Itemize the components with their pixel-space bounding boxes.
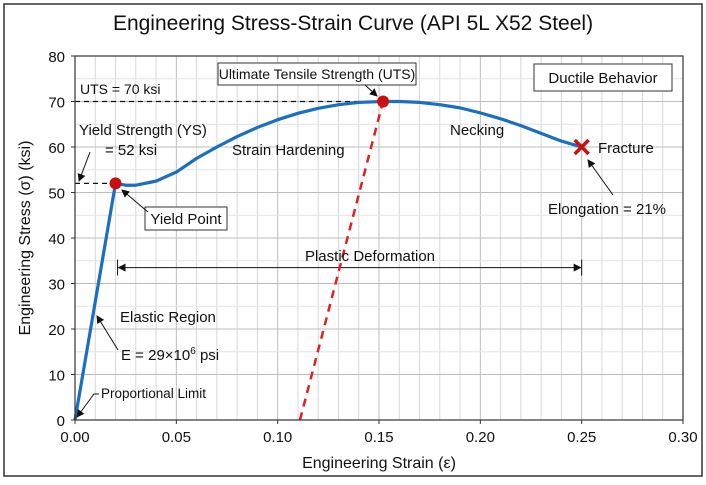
uts-label: Ultimate Tensile Strength (UTS) [219,66,416,82]
y-tick-label: 10 [48,368,65,385]
y-tick-label: 40 [48,231,65,248]
ys-label-2: = 52 ksi [105,142,157,159]
yield-point-label: Yield Point [150,211,222,228]
elongation-arrow [587,159,614,196]
ductile-label: Ductile Behavior [548,70,657,87]
ductile-box [533,63,673,92]
y-tick-label: 60 [48,140,65,157]
annotations: UTS = 70 ksi Ultimate Tensile Strength (… [76,62,673,418]
markers [109,95,590,190]
ticks: 0.00 0.05 0.10 0.15 0.20 0.25 0.30 0 10 20 30 40 50 6… [48,49,697,446]
necking-label: Necking [450,122,504,139]
chart-title: Engineering Stress-Strain Curve (API 5L … [113,12,593,35]
fracture-label: Fracture [598,140,654,157]
y-tick-label: 70 [48,95,65,112]
plot-frame [74,55,684,421]
y-tick-label: 50 [48,186,65,203]
x-tick-label: 0.20 [466,429,495,446]
series [73,99,583,421]
strain-hardening-label: Strain Hardening [232,142,345,159]
y-tick-label: 30 [48,277,65,294]
y-tick-label: 20 [48,322,65,339]
proportional-arrow [76,393,99,418]
uts-arrow [364,84,378,97]
x-tick-label: 0.25 [567,429,596,446]
ys-label-1: Yield Strength (YS) [79,122,207,139]
elastic-label: Elastic Region [120,309,216,326]
x-tick-label: 0.30 [668,429,697,446]
modulus-arrow [96,315,119,351]
fracture-marker [573,138,590,156]
x-tick-label: 0.05 [162,429,191,446]
x-tick-label: 0.00 [60,429,89,446]
modulus-label: E = 29×106 psi [121,346,219,364]
uts-point-marker [377,95,390,108]
yield-point-arrow [121,189,149,213]
x-axis-label: Engineering Strain (ε) [302,455,456,472]
uts-value-label: UTS = 70 ksi [80,81,161,97]
ys-arrow [77,151,91,182]
yield-point-marker [109,177,122,190]
proportional-limit-label: Proportional Limit [101,386,206,401]
y-tick-label: 80 [48,49,65,66]
x-tick-label: 0.10 [263,429,292,446]
y-tick-label: 0 [57,413,65,430]
yield-point-box [144,206,228,231]
uts-label-box [217,62,417,86]
y-axis-label: Engineering Stress (σ) (ksi) [17,141,34,336]
plastic-label: Plastic Deformation [305,248,435,265]
reference-lines [75,100,583,276]
elongation-label: Elongation = 21% [548,201,666,218]
x-tick-label: 0.15 [364,429,393,446]
stress-strain-curve [73,99,583,421]
